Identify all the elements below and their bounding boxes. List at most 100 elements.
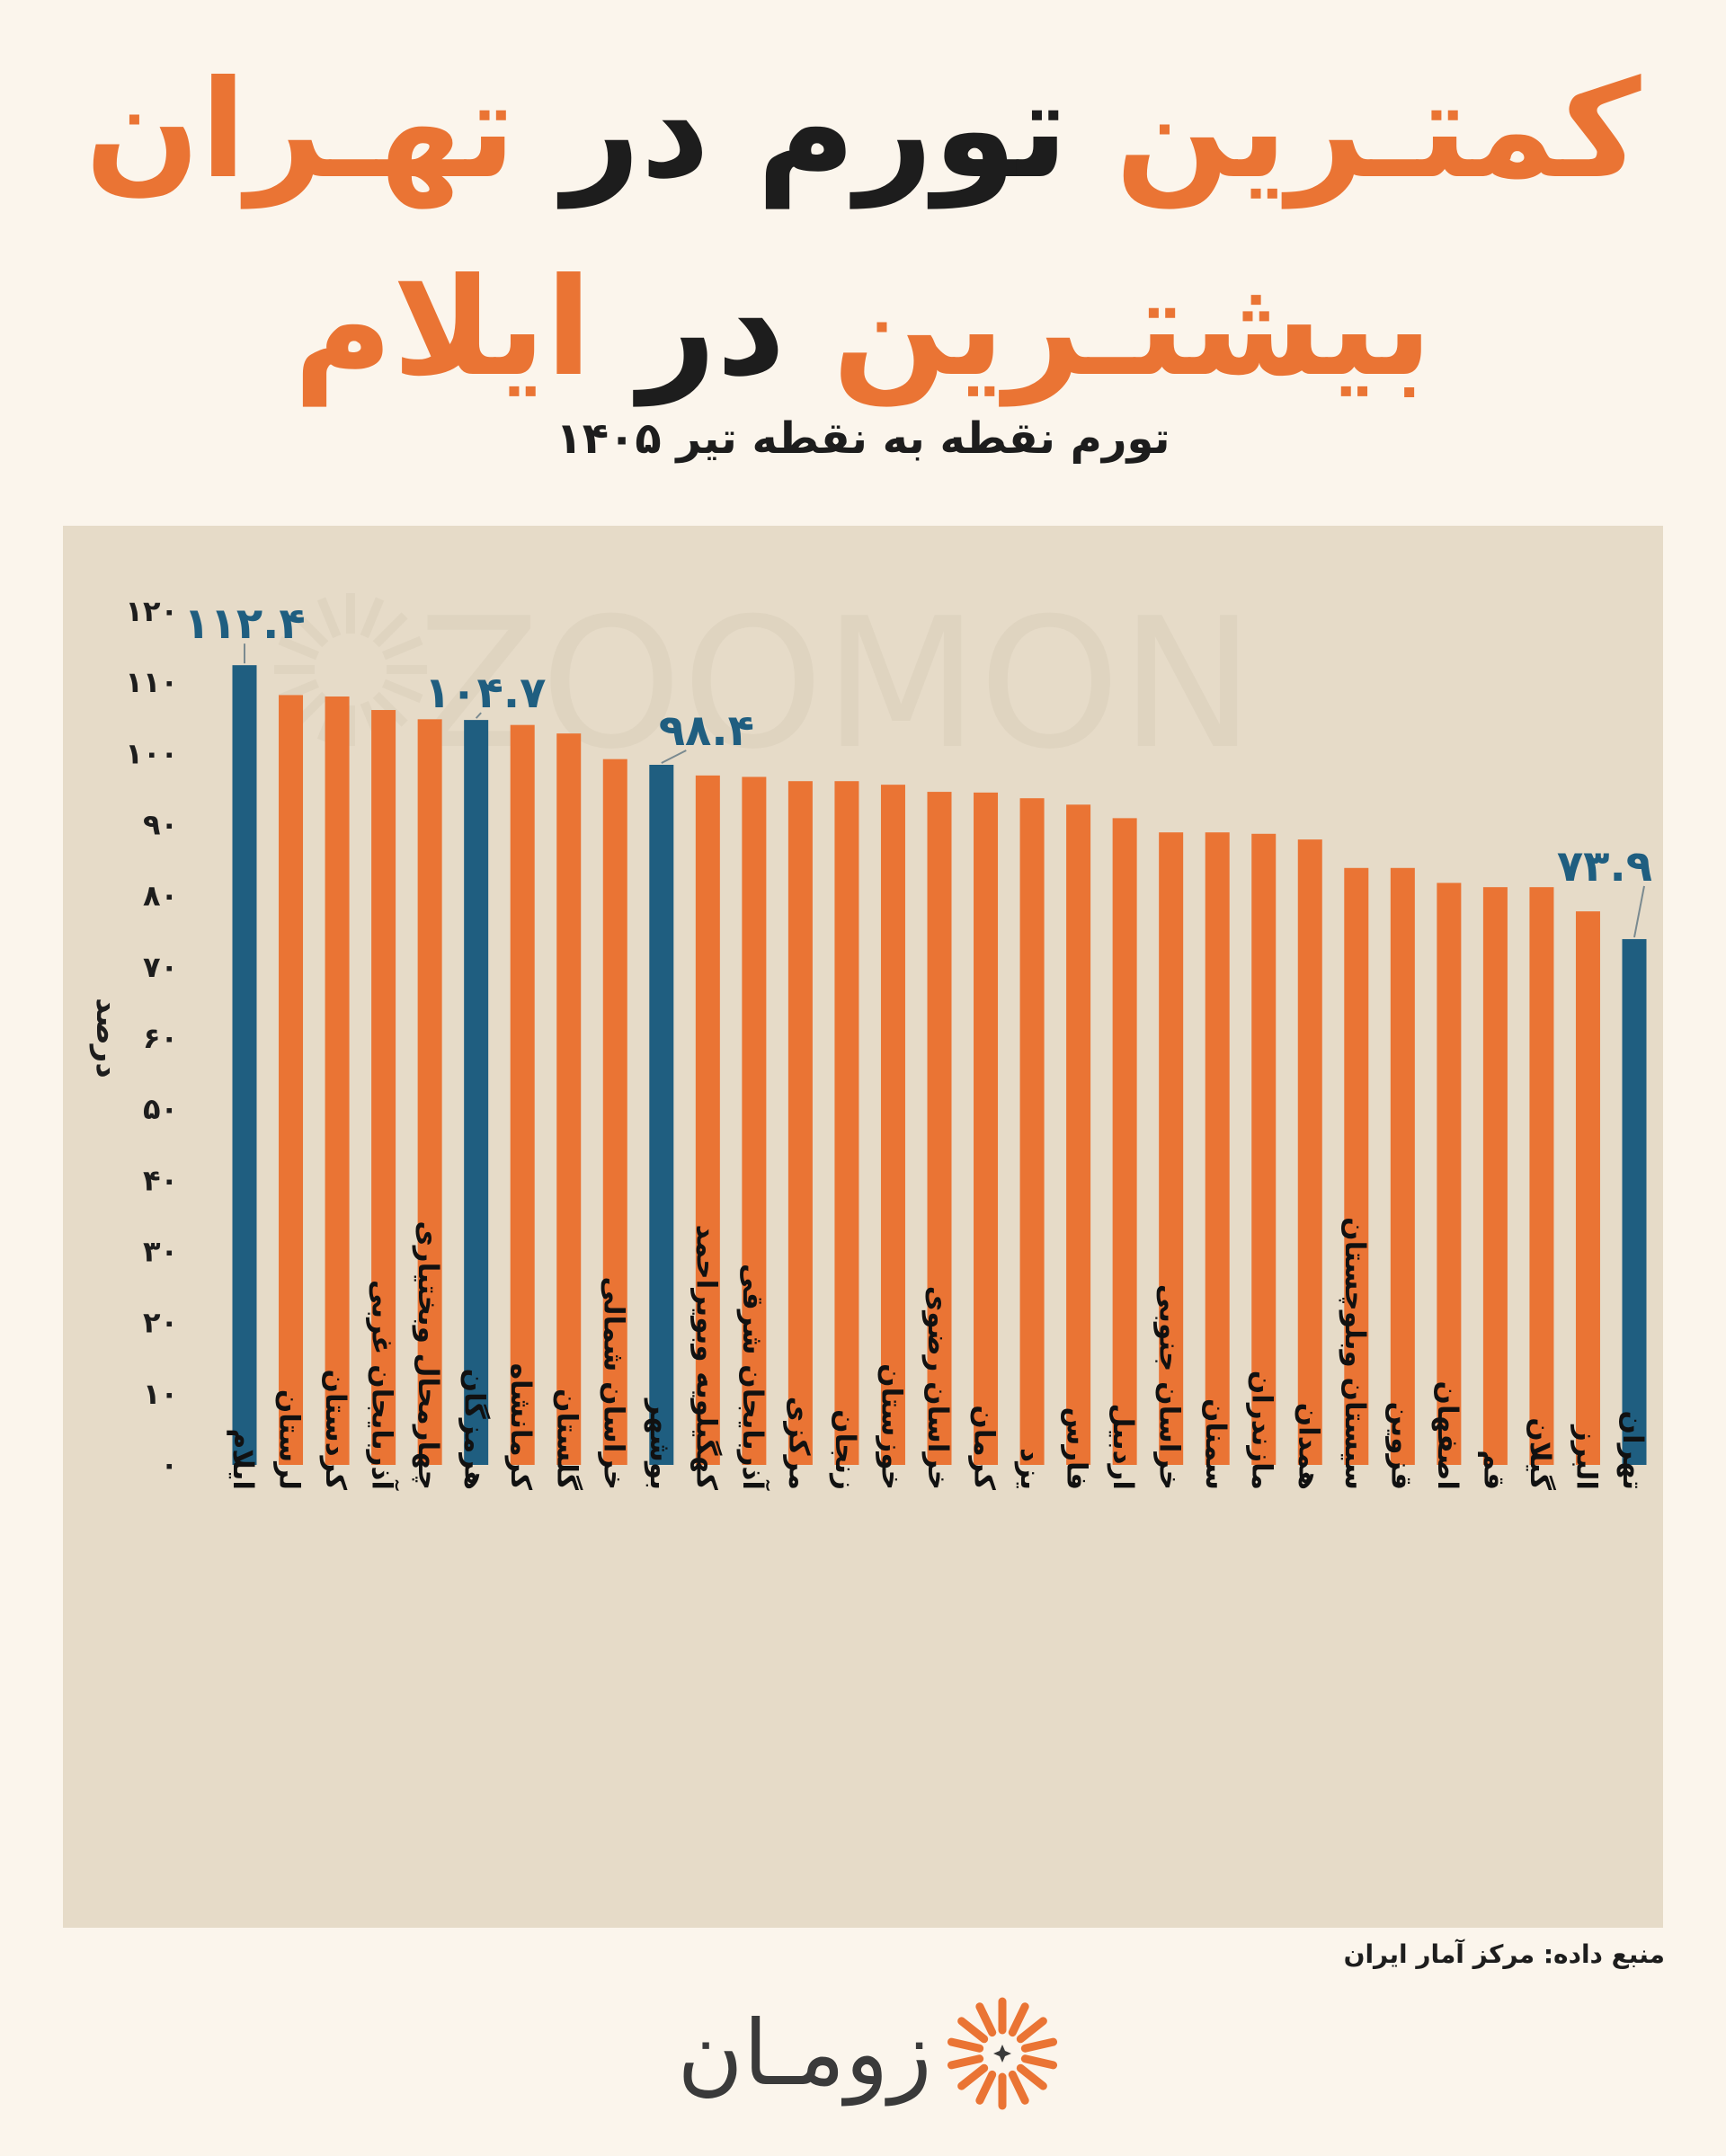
y-tick-label: ۸۰ xyxy=(143,879,178,913)
y-axis-label: درصد xyxy=(89,998,125,1078)
title-line-2: بیشتـرین در ایلام xyxy=(0,261,1726,395)
bar xyxy=(602,759,627,1465)
y-tick-label: ۱۲۰ xyxy=(125,594,178,628)
title-word-most: بیشتـرین xyxy=(832,250,1433,406)
x-tick-label: کرمانشاه xyxy=(504,1363,537,1491)
x-tick-label: سمنان xyxy=(1199,1398,1232,1490)
watermark-ray xyxy=(372,612,408,648)
bar xyxy=(1344,867,1369,1465)
bar xyxy=(1251,833,1277,1465)
bar xyxy=(1482,887,1508,1465)
x-tick-label: چهارمحال وبختیاری xyxy=(412,1220,444,1490)
logo-ray xyxy=(947,2054,984,2070)
x-tick-label: لرستان xyxy=(273,1389,306,1490)
y-tick-label: ۱۰۰ xyxy=(125,736,178,770)
y-tick-label: ۵۰ xyxy=(143,1092,178,1126)
logo-ray xyxy=(947,2037,984,2053)
title-word-in: در xyxy=(638,250,786,406)
bar xyxy=(1622,938,1647,1465)
y-tick-label: ۱۰ xyxy=(143,1377,178,1411)
watermark-ray xyxy=(372,691,408,727)
bar xyxy=(649,765,674,1465)
bar xyxy=(1066,804,1091,1465)
y-tick-label: ۰ xyxy=(160,1448,178,1482)
x-tick-label: بوشهر xyxy=(644,1397,676,1490)
y-tick-label: ۴۰ xyxy=(143,1163,178,1197)
value-annotation: ۱۰۴.۷ xyxy=(424,668,546,718)
x-tick-label: قزوین xyxy=(1384,1402,1417,1490)
bar xyxy=(325,696,350,1465)
logo-ray xyxy=(1020,2054,1058,2070)
bar xyxy=(1112,818,1137,1465)
x-tick-label: همدان xyxy=(1292,1403,1324,1490)
bar xyxy=(417,719,442,1465)
bar xyxy=(1159,832,1184,1465)
bar xyxy=(1297,839,1322,1465)
x-tick-label: کردستان xyxy=(319,1370,351,1491)
x-tick-label: اردبیل xyxy=(1107,1404,1139,1490)
bar xyxy=(742,776,767,1465)
bar xyxy=(787,781,813,1465)
x-tick-label: البرز xyxy=(1570,1424,1602,1490)
bar xyxy=(464,720,489,1465)
y-tick-label: ۱۱۰ xyxy=(125,665,178,699)
bar xyxy=(510,724,535,1465)
x-tick-label: قم xyxy=(1477,1450,1509,1490)
logo-ray xyxy=(975,2070,997,2105)
bar xyxy=(880,785,905,1465)
logo-ray xyxy=(1016,2063,1047,2090)
logo-ray xyxy=(1020,2037,1058,2053)
y-tick-label: ۹۰ xyxy=(143,808,178,842)
x-tick-label: فارس xyxy=(1061,1406,1093,1490)
logo-ray xyxy=(1008,2002,1029,2037)
y-tick-label: ۶۰ xyxy=(143,1021,178,1055)
x-tick-label: خراسان شمالی xyxy=(597,1276,629,1490)
x-tick-label: خوزستان xyxy=(875,1363,907,1490)
x-tick-label: آذربایجان غربی xyxy=(366,1280,400,1491)
title-line-1: کمتـرین تورم در تهـران xyxy=(0,63,1726,198)
logo-ray xyxy=(975,2002,997,2037)
x-tick-label: یزد xyxy=(1014,1448,1046,1490)
watermark-ray xyxy=(278,635,319,661)
y-tick-label: ۳۰ xyxy=(143,1235,178,1269)
y-tick-label: ۷۰ xyxy=(143,950,178,984)
logo-star xyxy=(993,2045,1011,2063)
logo-ray xyxy=(1016,2017,1047,2044)
value-annotation: ۷۳.۹ xyxy=(1557,841,1652,892)
brand-logo: زومـان xyxy=(0,1995,1726,2112)
x-tick-label: مرکزی xyxy=(782,1397,814,1490)
bar xyxy=(232,665,257,1465)
bar xyxy=(371,710,396,1465)
x-tick-label: زنجان xyxy=(829,1409,861,1490)
value-annotation: ۹۸.۴ xyxy=(659,705,754,756)
annotation-leader xyxy=(475,712,482,719)
x-tick-label: گلستان xyxy=(551,1389,584,1491)
watermark-ray xyxy=(293,612,329,648)
chart-panel: ZOOMON ۰ ۱۰ ۲۰ ۳۰ ۴۰ ۵۰ ۶۰ ۷۰ ۸۰ ۹۰ ۱۰۰ ۱۱۰ ۱۲۰ درصد ای… xyxy=(63,526,1663,1928)
source-note: منبع داده: مرکز آمار ایران xyxy=(1343,1939,1665,1969)
bar-chart: ZOOMON۰۱۰۲۰۳۰۴۰۵۰۶۰۷۰۸۰۹۰۱۰۰۱۱۰۱۲۰درصدای… xyxy=(89,580,1652,1491)
watermark-ray xyxy=(382,635,423,661)
bar xyxy=(556,733,582,1465)
y-tick-label: ۲۰ xyxy=(143,1306,178,1340)
bar xyxy=(695,775,720,1465)
x-tick-label: خراسان رضوی xyxy=(921,1286,954,1490)
x-tick-label: گیلان xyxy=(1524,1417,1557,1491)
x-tick-label: تهران xyxy=(1616,1411,1649,1490)
bar xyxy=(279,695,304,1465)
watermark-ray xyxy=(360,597,385,638)
bar xyxy=(1390,867,1415,1465)
title-word-tehran: تهـران xyxy=(85,52,516,209)
watermark-ray xyxy=(382,679,423,704)
logo-ray xyxy=(957,2063,989,2090)
logo-ray xyxy=(957,2017,989,2044)
x-tick-label: مازندران xyxy=(1246,1371,1278,1490)
bar xyxy=(1575,911,1600,1465)
x-tick-label: هرمزگان xyxy=(458,1369,492,1490)
x-tick-label: آذربایجان شرقی xyxy=(736,1264,770,1491)
x-tick-label: اصفهان xyxy=(1431,1381,1464,1490)
bar xyxy=(1019,798,1045,1465)
brand-name: زومـان xyxy=(677,2001,932,2106)
title-word-inflation-in: تورم در xyxy=(563,52,1069,209)
x-tick-label: خراسان جنوبی xyxy=(1153,1284,1186,1490)
